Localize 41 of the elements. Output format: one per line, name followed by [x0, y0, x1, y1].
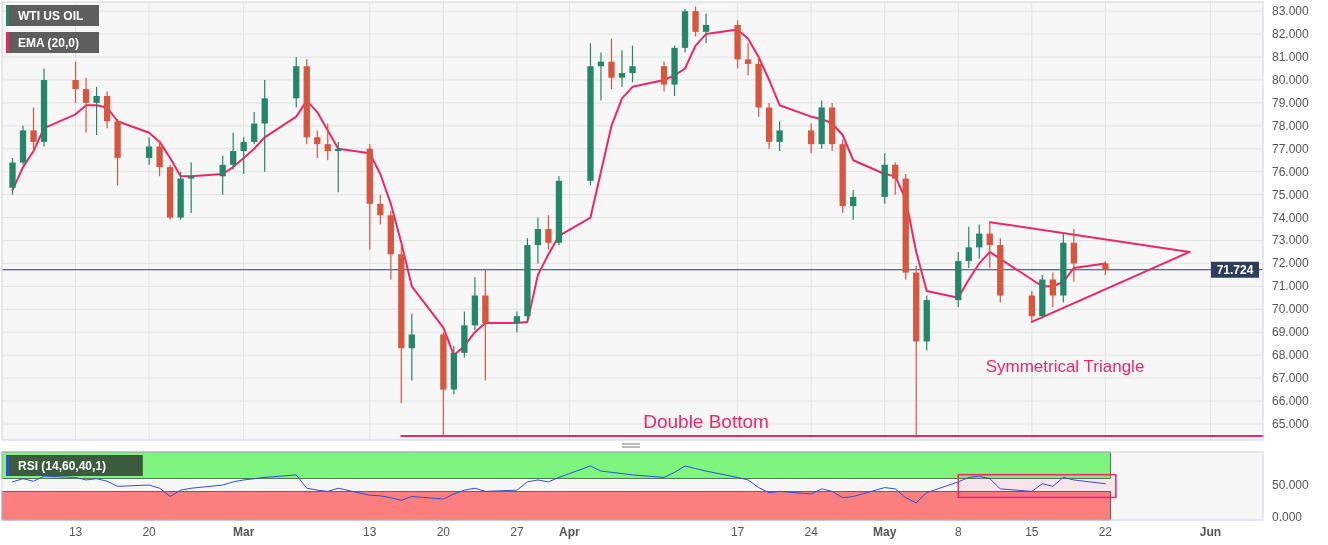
ref-line-label: 71.724 — [1216, 263, 1254, 278]
x-tick-label: 17 — [730, 525, 745, 539]
y-tick-label: 69.000 — [1272, 325, 1310, 340]
y-tick-label: 81.000 — [1272, 50, 1310, 65]
x-tick-label: 22 — [1098, 525, 1113, 539]
y-tick-label: 67.000 — [1272, 371, 1310, 386]
x-tick-label: Mar — [233, 525, 255, 539]
y-tick-label: 83.000 — [1272, 4, 1310, 19]
y-tick-label: 72.000 — [1272, 256, 1310, 271]
annotation: Double Bottom — [643, 411, 769, 433]
y-tick-label: 80.000 — [1272, 72, 1310, 87]
x-tick-label: Jun — [1199, 525, 1222, 539]
x-tick-label: 13 — [68, 525, 83, 539]
y-tick-label: 68.000 — [1272, 348, 1310, 363]
x-tick-label: 20 — [142, 525, 157, 539]
x-tick-label: 24 — [804, 525, 819, 539]
y-tick-label: 78.000 — [1272, 118, 1310, 133]
y-tick-label: 50.000 — [1272, 478, 1310, 493]
y-tick-label: 66.000 — [1272, 394, 1310, 409]
x-tick-label: 15 — [1025, 525, 1039, 539]
y-tick-label: 74.000 — [1272, 210, 1310, 225]
y-tick-label: 71.000 — [1272, 279, 1310, 294]
annotation: Symmetrical Triangle — [985, 357, 1145, 376]
y-tick-label: 70.000 — [1272, 302, 1310, 317]
y-tick-label: 79.000 — [1272, 95, 1310, 110]
legend-label: WTI US OIL — [18, 9, 84, 23]
y-tick-label: 65.000 — [1272, 416, 1310, 431]
legend-label: EMA (20,0) — [18, 36, 79, 50]
y-tick-label: 75.000 — [1272, 187, 1310, 202]
x-tick-label: 8 — [954, 525, 962, 539]
legend-label: RSI (14,60,40,1) — [18, 459, 107, 473]
y-tick-label: 77.000 — [1272, 141, 1310, 156]
y-tick-label: 0.000 — [1272, 509, 1303, 524]
x-tick-label: 13 — [363, 525, 377, 539]
y-tick-label: 82.000 — [1272, 27, 1310, 42]
x-tick-label: 20 — [436, 525, 451, 539]
y-tick-label: 73.000 — [1272, 233, 1310, 248]
y-tick-label: 76.000 — [1272, 164, 1310, 179]
x-tick-label: 27 — [510, 525, 524, 539]
x-tick-label: May — [873, 525, 897, 539]
x-tick-label: Apr — [559, 525, 581, 539]
